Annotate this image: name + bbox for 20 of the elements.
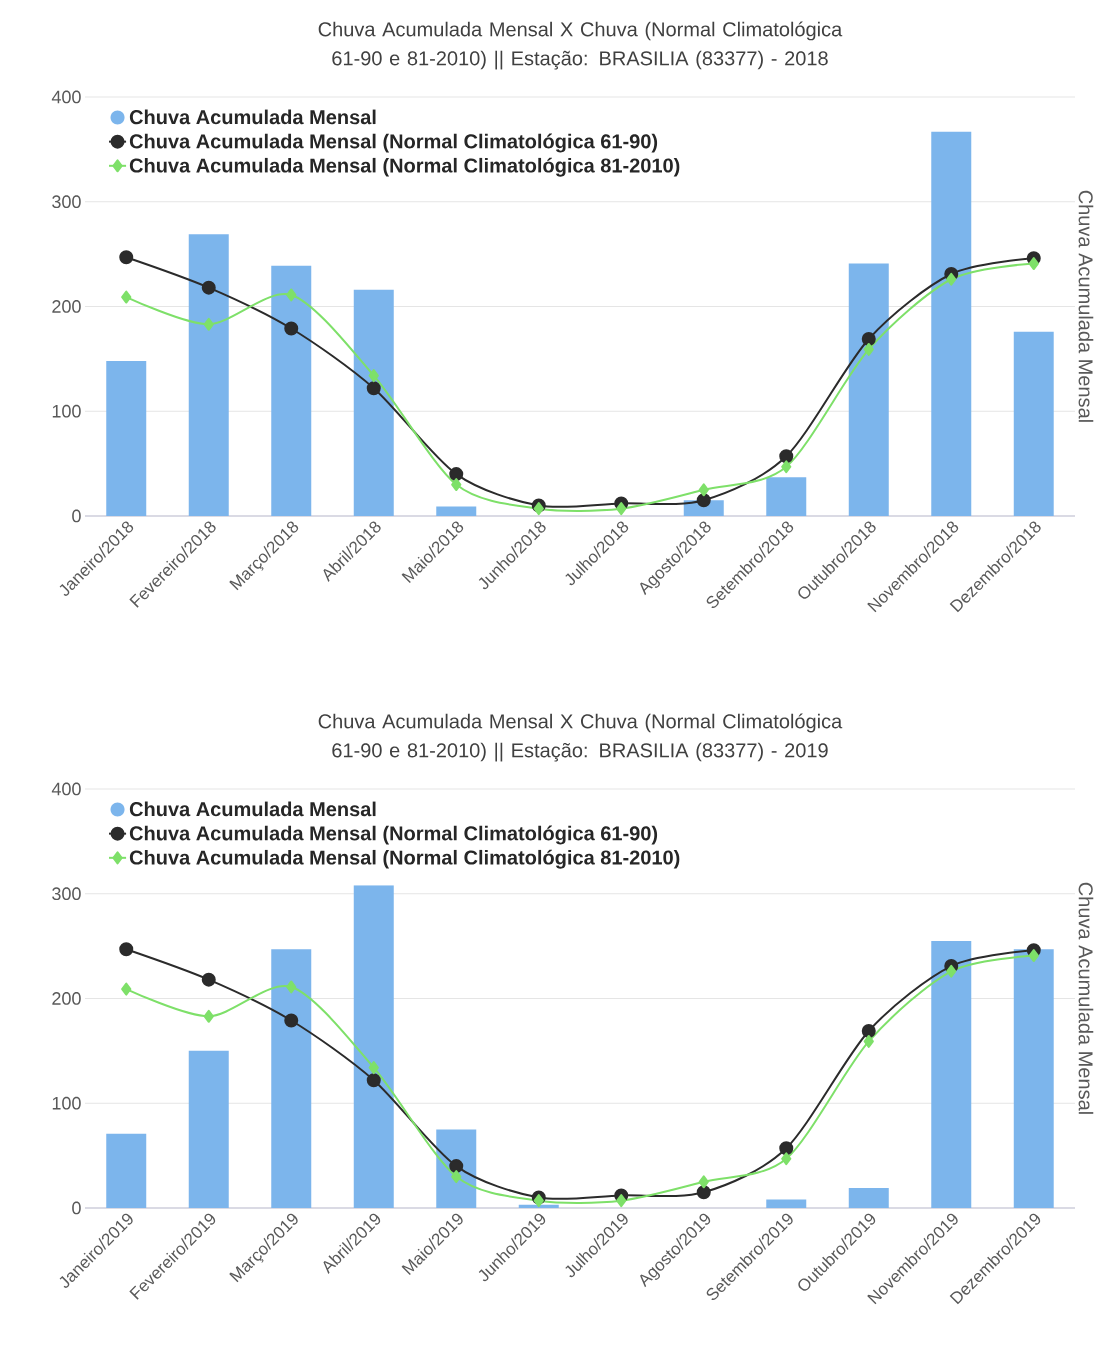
y-tick-label: 100 [52,404,81,418]
legend-label: Chuva Acumulada Mensal (Normal Climatológica 61-90) [129,825,658,845]
legend-label: Chuva Acumulada Mensal [129,109,376,125]
chart-title: Chuva Acumulada Mensal X Chuva (Normal Climatológica 61-90 e 81-2010) || Estação: BRASILIA (83377) - 2018 [318,21,843,70]
legend-label: Chuva Acumulada Mensal (Normal Climatológica 61-90) [129,133,658,153]
y-tick-label: 300 [52,195,81,209]
legend-label: Chuva Acumulada Mensal (Normal Climatológica 81-2010) [129,849,680,869]
legend-label: Chuva Acumulada Mensal [129,801,376,817]
y-tick-label: 100 [52,1096,81,1110]
y-tick-label: 200 [52,300,81,313]
y-tick-label: 400 [51,90,81,104]
y-tick-label: 300 [52,887,81,901]
y-tick-label: 400 [51,782,81,796]
chart-title: Chuva Acumulada Mensal X Chuva (Normal Climatológica 61-90 e 81-2010) || Estação: BRASILIA (83377) - 2019 [318,713,843,762]
y-axis-title: Chuva Acumulada Mensal [1078,882,1094,1114]
y-tick-label: 200 [52,992,81,1005]
y-tick-label: 0 [72,509,81,523]
legend-label: Chuva Acumulada Mensal (Normal Climatológica 81-2010) [129,157,680,177]
y-tick-label: 0 [72,1201,81,1215]
y-axis-title: Chuva Acumulada Mensal [1078,190,1094,422]
